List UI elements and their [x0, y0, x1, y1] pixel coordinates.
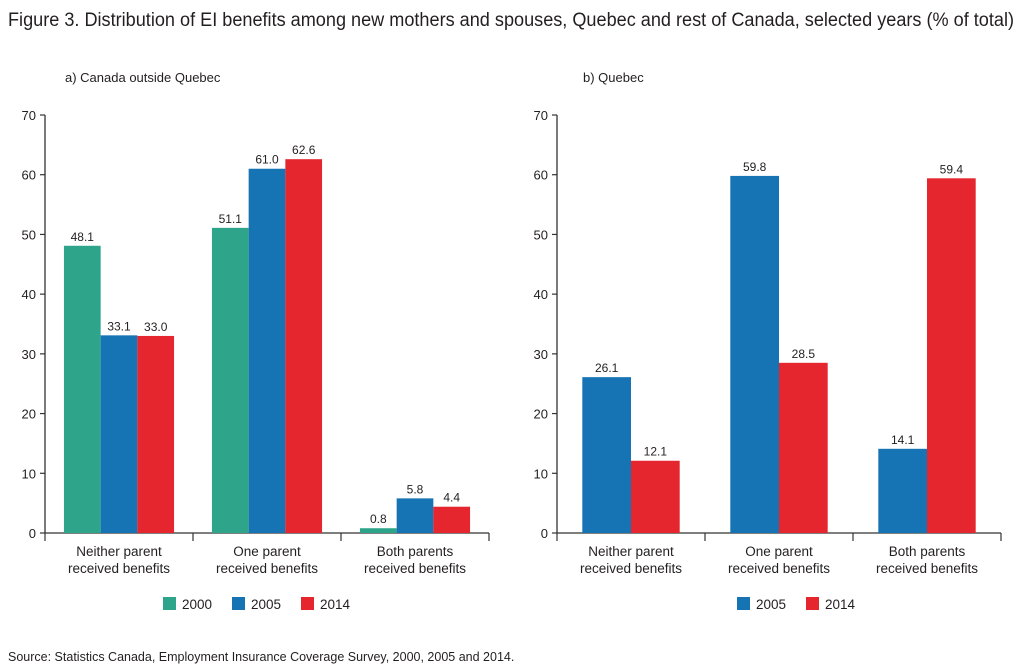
panel-title: a) Canada outside Quebec	[65, 70, 221, 85]
bar-2005	[248, 168, 286, 533]
x-category-label-line: Both parents	[889, 544, 966, 559]
bar-value-label: 0.8	[370, 512, 387, 526]
bar-value-label: 51.1	[219, 212, 243, 226]
y-tick-label: 50	[22, 227, 36, 242]
bar-2005	[878, 448, 927, 533]
chart-canada-outside-quebec: a) Canada outside Quebec 0 10 20 30 40 50 60 70 N…	[22, 70, 490, 612]
x-category-label-line: received benefits	[728, 561, 830, 576]
bar-2014	[433, 506, 471, 533]
bar-value-label: 28.5	[792, 347, 816, 361]
y-tick-label: 70	[534, 108, 548, 123]
bar-value-label: 4.4	[443, 491, 460, 505]
bar-2014	[137, 335, 175, 533]
bar-value-label: 48.1	[71, 230, 95, 244]
bar-2000	[63, 245, 101, 533]
x-category-label-line: Neither parent	[76, 544, 162, 559]
bar-value-label: 12.1	[644, 445, 668, 459]
legend-swatch-2000	[163, 597, 176, 610]
bar-value-label: 62.6	[292, 143, 316, 157]
legend-swatch-2005	[232, 597, 245, 610]
y-tick-label: 10	[534, 466, 548, 481]
legend-label: 2014	[320, 597, 351, 612]
y-tick-label: 60	[22, 168, 36, 183]
y-tick-label: 30	[22, 347, 36, 362]
chart-quebec: b) Quebec 0 10 20 30 40 50 60 70 Neither parent re…	[534, 70, 1002, 612]
legend-label: 2014	[825, 597, 856, 612]
legend-swatch-2005	[737, 597, 750, 610]
bar-2014	[631, 460, 680, 533]
legend-label: 2000	[182, 597, 212, 612]
y-tick-label: 0	[29, 526, 36, 541]
legend-label: 2005	[756, 597, 786, 612]
x-category-label: One parent received benefits	[216, 544, 318, 576]
x-category-label: One parent received benefits	[728, 544, 830, 576]
legend-swatch-2014	[301, 597, 314, 610]
bar-value-label: 33.0	[144, 320, 168, 334]
x-category-label-line: received benefits	[876, 561, 978, 576]
x-category-label-line: received benefits	[68, 561, 170, 576]
figure-title: Figure 3. Distribution of EI benefits am…	[8, 10, 1014, 31]
x-category-label: Both parents received benefits	[876, 544, 978, 576]
x-category-label-line: One parent	[233, 544, 301, 559]
y-tick-label: 10	[22, 466, 36, 481]
bar-2005	[582, 377, 631, 533]
bar-value-label: 14.1	[891, 433, 915, 447]
y-tick-label: 70	[22, 108, 36, 123]
bar-value-label: 61.0	[255, 153, 279, 167]
bar-2005	[100, 335, 138, 533]
x-category-label-line: received benefits	[580, 561, 682, 576]
bar-2000	[359, 528, 397, 533]
x-category-label: Both parents received benefits	[364, 544, 466, 576]
y-tick-label: 20	[22, 407, 36, 422]
bar-2005	[396, 498, 434, 533]
bar-value-label: 59.4	[940, 162, 964, 176]
source-note: Source: Statistics Canada, Employment In…	[8, 650, 514, 664]
x-category-label-line: Both parents	[377, 544, 454, 559]
y-tick-label: 30	[534, 347, 548, 362]
bar-value-label: 26.1	[595, 361, 619, 375]
bar-value-label: 33.1	[107, 319, 131, 333]
y-tick-label: 60	[534, 168, 548, 183]
bar-value-label: 59.8	[743, 160, 767, 174]
x-category-label: Neither parent received benefits	[68, 544, 170, 576]
x-category-label: Neither parent received benefits	[580, 544, 682, 576]
legend-label: 2005	[251, 597, 281, 612]
x-category-label-line: received benefits	[364, 561, 466, 576]
y-tick-label: 0	[541, 526, 548, 541]
y-tick-label: 40	[22, 287, 36, 302]
legend-swatch-2014	[806, 597, 819, 610]
x-category-label-line: One parent	[745, 544, 813, 559]
y-tick-label: 20	[534, 407, 548, 422]
bar-2014	[285, 159, 323, 533]
bar-2014	[779, 362, 828, 533]
x-category-label-line: Neither parent	[588, 544, 674, 559]
bar-2014	[927, 178, 976, 533]
bar-2005	[730, 175, 779, 533]
bar-value-label: 5.8	[407, 482, 424, 496]
panel-title: b) Quebec	[583, 70, 644, 85]
x-category-label-line: received benefits	[216, 561, 318, 576]
y-tick-label: 40	[534, 287, 548, 302]
bar-2000	[211, 227, 249, 534]
y-tick-label: 50	[534, 227, 548, 242]
